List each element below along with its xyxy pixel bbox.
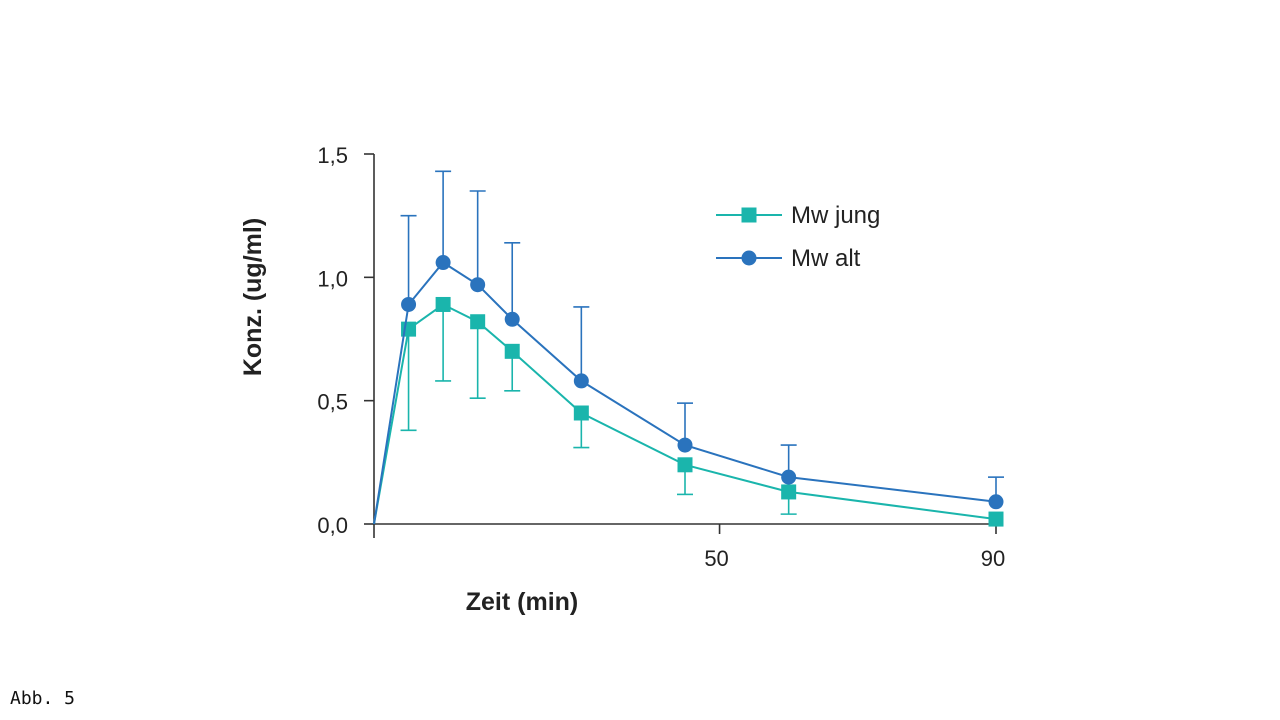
figure-caption: Abb. 5 xyxy=(10,688,76,709)
y-tick-label: 0,5 xyxy=(317,390,348,415)
data-point xyxy=(573,373,589,389)
legend: Mw jung Mw alt xyxy=(716,202,880,272)
axes xyxy=(373,154,996,525)
data-point xyxy=(988,511,1004,527)
data-point xyxy=(781,484,797,500)
x-tick-label: 90 xyxy=(981,546,1005,571)
data-point xyxy=(470,277,486,293)
x-axis-title: Zeit (min) xyxy=(466,588,579,616)
series-layer xyxy=(373,170,1004,527)
ticks: 50 90 0,0 0,5 1,0 1,5 xyxy=(317,143,1005,571)
y-axis-title: Konz. (ug/ml) xyxy=(239,218,267,376)
y-tick-label: 1,0 xyxy=(317,266,348,291)
legend-item: Mw jung xyxy=(716,202,880,229)
y-tick-label: 1,5 xyxy=(317,143,348,168)
data-point xyxy=(504,343,520,359)
data-point xyxy=(781,469,797,485)
series-0 xyxy=(373,296,1004,527)
data-point xyxy=(435,296,451,312)
data-point xyxy=(504,311,520,327)
data-point xyxy=(573,405,589,421)
legend-marker xyxy=(741,207,757,223)
data-point xyxy=(435,255,451,271)
x-tick-label: 50 xyxy=(704,546,728,571)
y-tick-label: 0,0 xyxy=(317,513,348,538)
data-point xyxy=(470,314,486,330)
data-point xyxy=(677,437,693,453)
legend-marker xyxy=(741,250,757,266)
data-point xyxy=(988,494,1004,510)
data-point xyxy=(401,296,417,312)
series-1 xyxy=(373,170,1004,525)
data-point xyxy=(677,457,693,473)
legend-item: Mw alt xyxy=(716,245,861,272)
legend-label: Mw alt xyxy=(791,245,861,272)
legend-label: Mw jung xyxy=(791,202,880,229)
